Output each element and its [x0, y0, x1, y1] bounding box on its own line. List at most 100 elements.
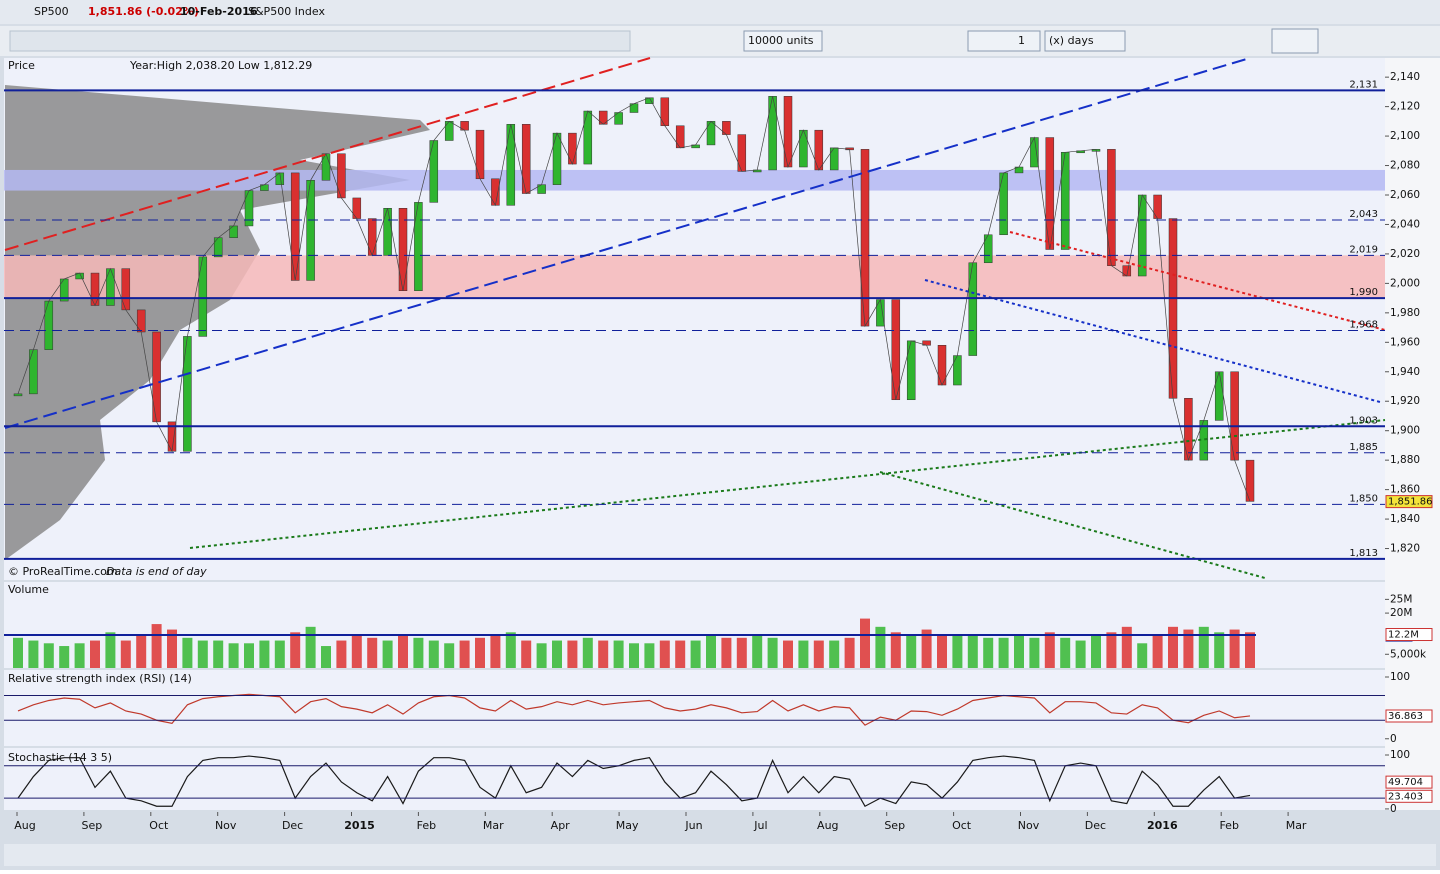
footnote: Data is end of day — [106, 565, 207, 578]
volume-bar — [629, 643, 639, 668]
candle — [891, 299, 901, 401]
x-tick-label: Apr — [551, 819, 571, 832]
x-tick-label: Feb — [417, 819, 436, 832]
chart-style[interactable] — [1271, 28, 1319, 54]
volume-bar — [120, 640, 131, 668]
y-tick-label: 2,000 — [1390, 277, 1420, 289]
y-tick-label: 20M — [1390, 607, 1412, 619]
volume-bar — [428, 640, 439, 668]
x-tick-label: Sep — [82, 819, 103, 832]
volume-bar — [90, 640, 100, 668]
candle — [876, 299, 885, 327]
copyright: © ProRealTime.com — [8, 565, 118, 578]
volume-bar — [967, 635, 978, 668]
x-tick-label: Oct — [149, 819, 169, 832]
level-label: 2,019 — [1349, 244, 1378, 255]
candle — [737, 134, 747, 172]
volume-bar — [413, 637, 424, 668]
y-tick-label: 1,900 — [1390, 425, 1420, 437]
candle — [352, 197, 362, 219]
volume-bar — [151, 624, 162, 668]
candle — [136, 309, 146, 333]
x-tick-label: 2015 — [344, 819, 375, 832]
candle — [1107, 149, 1116, 266]
volume-bar — [459, 640, 470, 668]
volume-bar — [274, 640, 285, 668]
volume-bar — [398, 635, 408, 668]
candle — [999, 172, 1008, 236]
panel-subtitle: Year:High 2,038.20 Low 1,812.29 — [129, 59, 312, 72]
volume-bar — [998, 637, 1009, 668]
volume-bar — [228, 643, 239, 668]
volume-bar — [136, 635, 147, 668]
volume-bar — [213, 640, 224, 668]
volume-bar — [813, 640, 824, 668]
trend-line — [1009, 231, 1386, 331]
volume-bar — [921, 629, 932, 668]
period-select[interactable] — [1044, 30, 1126, 52]
level-label: 2,043 — [1349, 209, 1378, 220]
tool-icons[interactable] — [9, 30, 631, 52]
units-select[interactable] — [743, 30, 823, 52]
scrollbar[interactable] — [4, 844, 1436, 866]
volume-bar — [1214, 632, 1225, 668]
candle — [152, 331, 161, 423]
x-tick-label: Mar — [1286, 819, 1307, 832]
x-tick-label: Nov — [1018, 819, 1040, 832]
value-box — [1385, 495, 1433, 509]
volume-bar — [182, 637, 193, 668]
trend-line — [189, 419, 1386, 549]
zone — [4, 255, 1385, 299]
x-tick-label: Sep — [884, 819, 905, 832]
volume-bar — [1245, 632, 1255, 668]
volume-bar — [829, 640, 840, 668]
panel-title: Stochastic (14 3 5) — [8, 751, 112, 764]
candle — [814, 129, 824, 171]
candle — [121, 268, 131, 311]
candle — [44, 300, 54, 350]
last-value: 36.863 — [1388, 711, 1423, 722]
y-tick-label: 2,100 — [1390, 130, 1420, 142]
volume-bar — [552, 640, 562, 668]
volume-bar — [197, 640, 208, 668]
volume-bar — [567, 640, 578, 668]
series-line — [17, 755, 1251, 808]
volume-bar — [444, 643, 455, 668]
volume-bar — [321, 646, 331, 668]
volume-bar — [1060, 637, 1071, 668]
y-tick-label: 1,980 — [1390, 307, 1420, 319]
volume-bar — [860, 618, 870, 668]
volume-bar — [598, 640, 609, 668]
candle — [1214, 371, 1224, 421]
plot-layer — [4, 96, 1385, 808]
candle — [198, 256, 208, 337]
y-tick-label: 25M — [1390, 593, 1412, 605]
zone — [4, 169, 1385, 191]
x-tick-label: Dec — [282, 819, 303, 832]
volume-bar — [367, 637, 378, 668]
x-tick-label: Feb — [1219, 819, 1238, 832]
candle — [706, 121, 716, 146]
level-label: 1,885 — [1349, 442, 1378, 453]
level-label: 2,131 — [1349, 79, 1378, 90]
volume-bar — [1137, 643, 1148, 668]
volume-bar — [28, 640, 39, 668]
period-input[interactable] — [967, 30, 1041, 52]
y-tick-label: 1,920 — [1390, 395, 1420, 407]
volume-bar — [521, 640, 532, 668]
candle — [860, 149, 870, 327]
level-label: 1,850 — [1349, 493, 1378, 504]
volume-bar — [783, 640, 793, 668]
volume-bar — [613, 640, 624, 668]
y-tick-label: 2,080 — [1390, 160, 1420, 172]
volume-bar — [43, 643, 54, 668]
volume-bar — [644, 643, 655, 668]
volume-bar — [505, 632, 516, 668]
candle — [552, 132, 562, 185]
panel-title: Volume — [8, 583, 49, 596]
volume-bar — [244, 643, 254, 668]
volume-bar — [336, 640, 347, 668]
candle — [29, 349, 38, 395]
trend-line — [4, 57, 1251, 429]
